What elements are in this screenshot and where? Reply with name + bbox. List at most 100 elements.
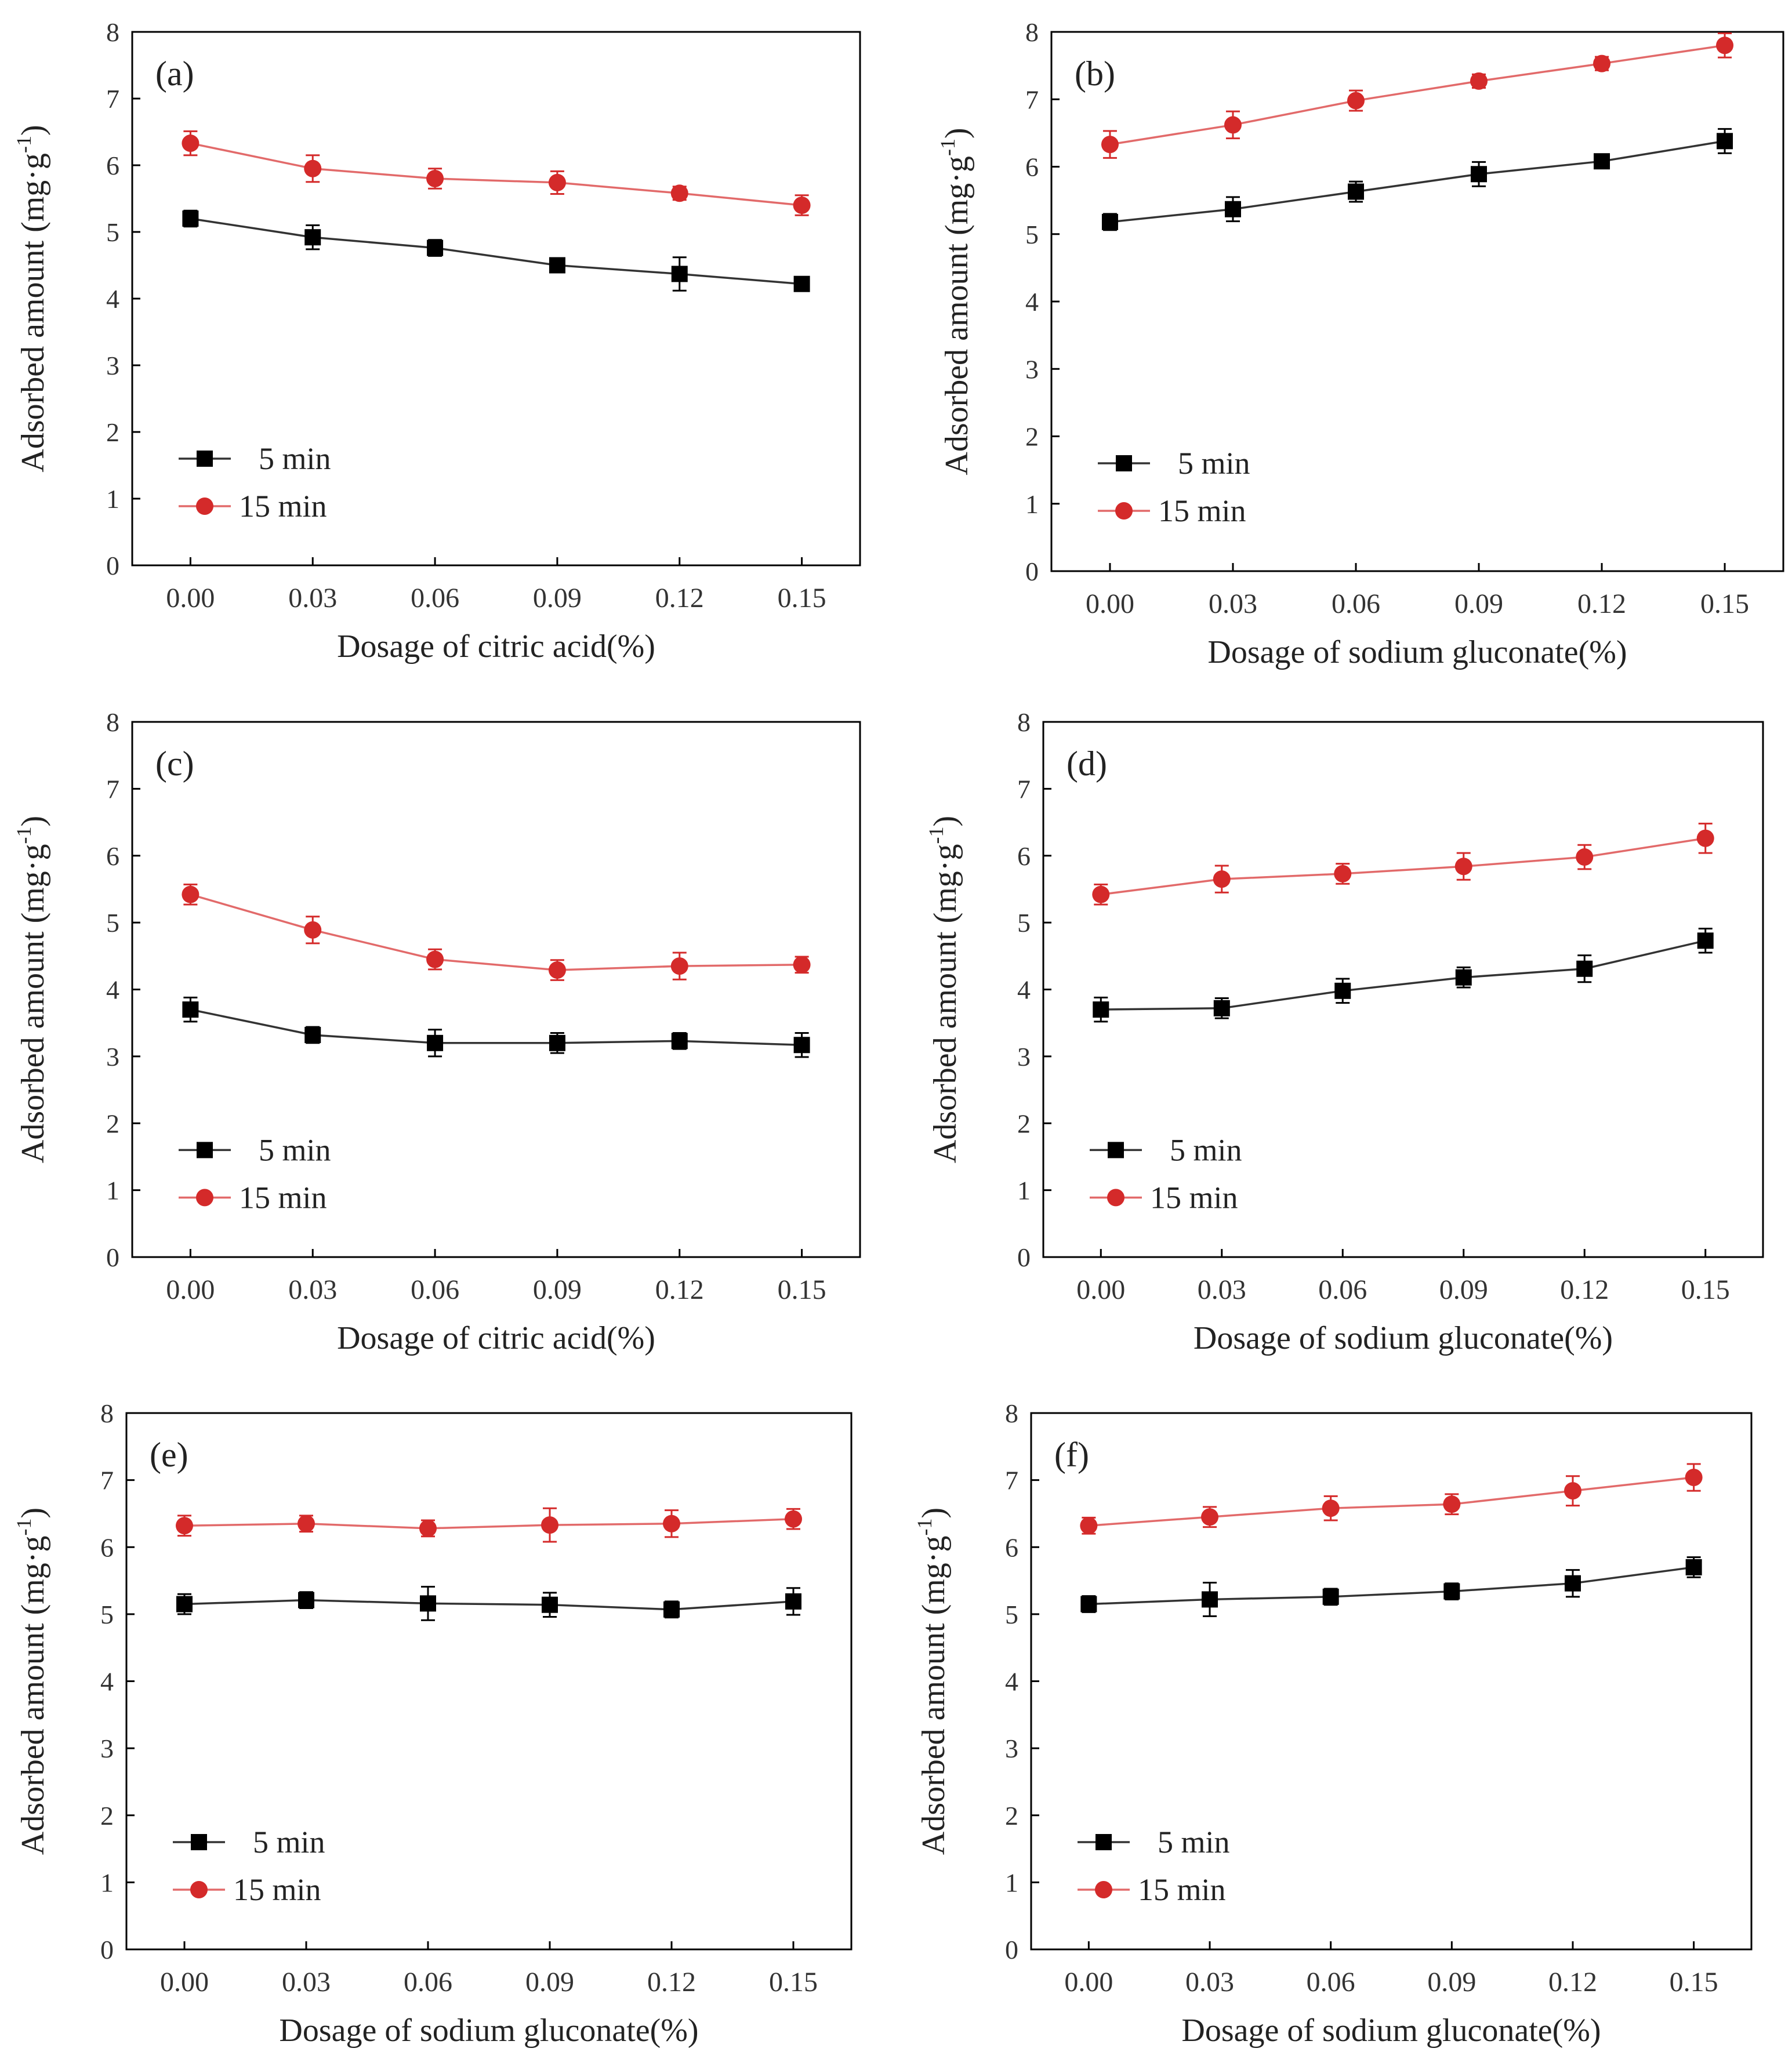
legend-label: 15 min [1158,493,1246,528]
x-axis-label: Dosage of sodium gluconate(%) [1181,2013,1601,2049]
y-axis-label-close: ) [15,816,51,827]
y-axis-label-main: Adsorbed amount (mg·g [15,153,51,473]
data-point-circle [1213,870,1231,888]
data-point-circle [1334,865,1352,883]
x-tick-label: 0.06 [1318,1274,1367,1305]
y-tick-label: 1 [1017,1176,1031,1205]
legend-marker-circle [1095,1881,1112,1898]
data-point-square [1093,1001,1109,1018]
x-tick-label: 0.06 [1332,589,1380,619]
series-line-5min [190,217,802,285]
y-tick-label: 4 [100,1667,114,1697]
x-tick-label: 0.00 [166,1274,215,1305]
x-tick-label: 0.12 [1560,1274,1609,1305]
data-point-square [549,257,565,274]
x-tick-label: 0.09 [1454,589,1503,619]
x-axis-label: Dosage of sodium gluconate(%) [1194,1320,1613,1356]
legend-label: 15 min [233,1872,321,1907]
y-tick-label: 8 [1017,707,1031,737]
legend-marker-square [197,1142,213,1159]
x-tick-label: 0.15 [769,1967,818,1998]
data-point-square [793,275,810,292]
data-point-square [1717,133,1733,150]
data-point-square [785,1593,801,1610]
data-point-circle [541,1516,558,1534]
y-tick-label: 3 [1025,354,1039,384]
y-axis-label-close: ) [927,816,963,827]
y-tick-label: 5 [1017,908,1031,938]
chart-panel: 0 1 2 3 4 5 6 7 8 0.00 0.03 0.06 0.09 0.12 0.15 Dosage … [913,1399,1753,2049]
plot-frame [1030,1412,1753,1951]
x-tick-label: 0.09 [533,1274,582,1305]
legend-label: 5 min [1178,446,1250,481]
data-point-circle [1322,1499,1340,1517]
data-point-circle [1470,72,1488,90]
data-point-circle [663,1515,680,1532]
y-axis-label-superscript: -1 [913,1519,936,1536]
legend-marker-square [1108,1142,1124,1159]
data-point-square [1101,213,1118,230]
legend-label: 15 min [1150,1180,1238,1215]
data-point-square [420,1595,436,1612]
x-tick-label: 0.15 [1670,1967,1718,1998]
y-tick-label: 5 [106,908,119,938]
legend-label: 5 min [259,441,331,476]
y-axis-label-close: ) [15,1508,51,1519]
data-point-circle [1443,1495,1461,1513]
series-line-15min [1089,1476,1694,1527]
data-point-square [542,1596,558,1613]
data-point-circle [182,885,199,903]
legend-label: 15 min [239,1180,327,1215]
data-point-square [1594,153,1610,170]
panel-label: (f) [1054,1436,1089,1474]
chart-panel: 0 1 2 3 4 5 6 7 8 0.00 0.03 0.06 0.09 0.12 0.15 Dosage … [12,707,861,1356]
series-line-15min [1109,44,1725,146]
data-point-circle [1347,92,1365,110]
x-tick-label: 0.00 [160,1967,209,1998]
data-point-square [1564,1575,1581,1592]
y-axis-label-superscript: -1 [936,139,959,156]
data-point-circle [1685,1469,1703,1486]
y-tick-label: 6 [1017,841,1031,871]
x-tick-label: 0.03 [1209,589,1257,619]
x-tick-label: 0.00 [166,583,215,613]
x-axis-label: Dosage of sodium gluconate(%) [1207,634,1627,670]
y-axis-label-close: ) [939,128,975,139]
y-tick-label: 8 [100,1399,114,1428]
y-tick-label: 5 [1025,220,1039,249]
x-tick-label: 0.12 [1577,589,1626,619]
legend-marker-circle [1115,502,1133,520]
y-tick-label: 0 [1017,1243,1031,1272]
x-tick-label: 0.00 [1086,589,1134,619]
data-point-square [1202,1591,1218,1608]
data-point-square [1576,960,1593,977]
y-tick-label: 1 [100,1868,114,1897]
y-tick-label: 2 [1005,1801,1018,1831]
panel-label: (c) [155,745,194,783]
y-tick-label: 7 [100,1466,114,1495]
y-tick-label: 0 [1005,1935,1018,1964]
x-tick-label: 0.15 [778,1274,826,1305]
y-tick-label: 4 [1005,1667,1018,1697]
x-tick-label: 0.03 [288,583,337,613]
chart-panel: 0 1 2 3 4 5 6 7 8 0.00 0.03 0.06 0.09 0.12 0.15 Dosage … [12,1399,853,2049]
x-tick-label: 0.12 [647,1967,696,1998]
data-point-square [1455,969,1472,986]
data-point-circle [419,1519,437,1537]
legend-label: 15 min [239,489,327,524]
y-tick-label: 5 [1005,1600,1018,1629]
data-point-circle [1080,1517,1098,1535]
x-axis-label: Dosage of sodium gluconate(%) [279,2013,698,2049]
plot-frame [125,1412,853,1951]
data-point-square [1685,1559,1702,1575]
data-point-circle [1454,858,1472,876]
x-tick-label: 0.09 [1427,1967,1476,1998]
legend-marker-circle [196,497,213,515]
series-line-5min [1109,140,1725,223]
y-axis-label-superscript: -1 [12,1519,35,1536]
y-tick-label: 4 [106,284,119,314]
y-tick-label: 2 [1025,422,1039,452]
legend-label: 15 min [1138,1872,1226,1907]
legend-label: 5 min [259,1132,331,1167]
